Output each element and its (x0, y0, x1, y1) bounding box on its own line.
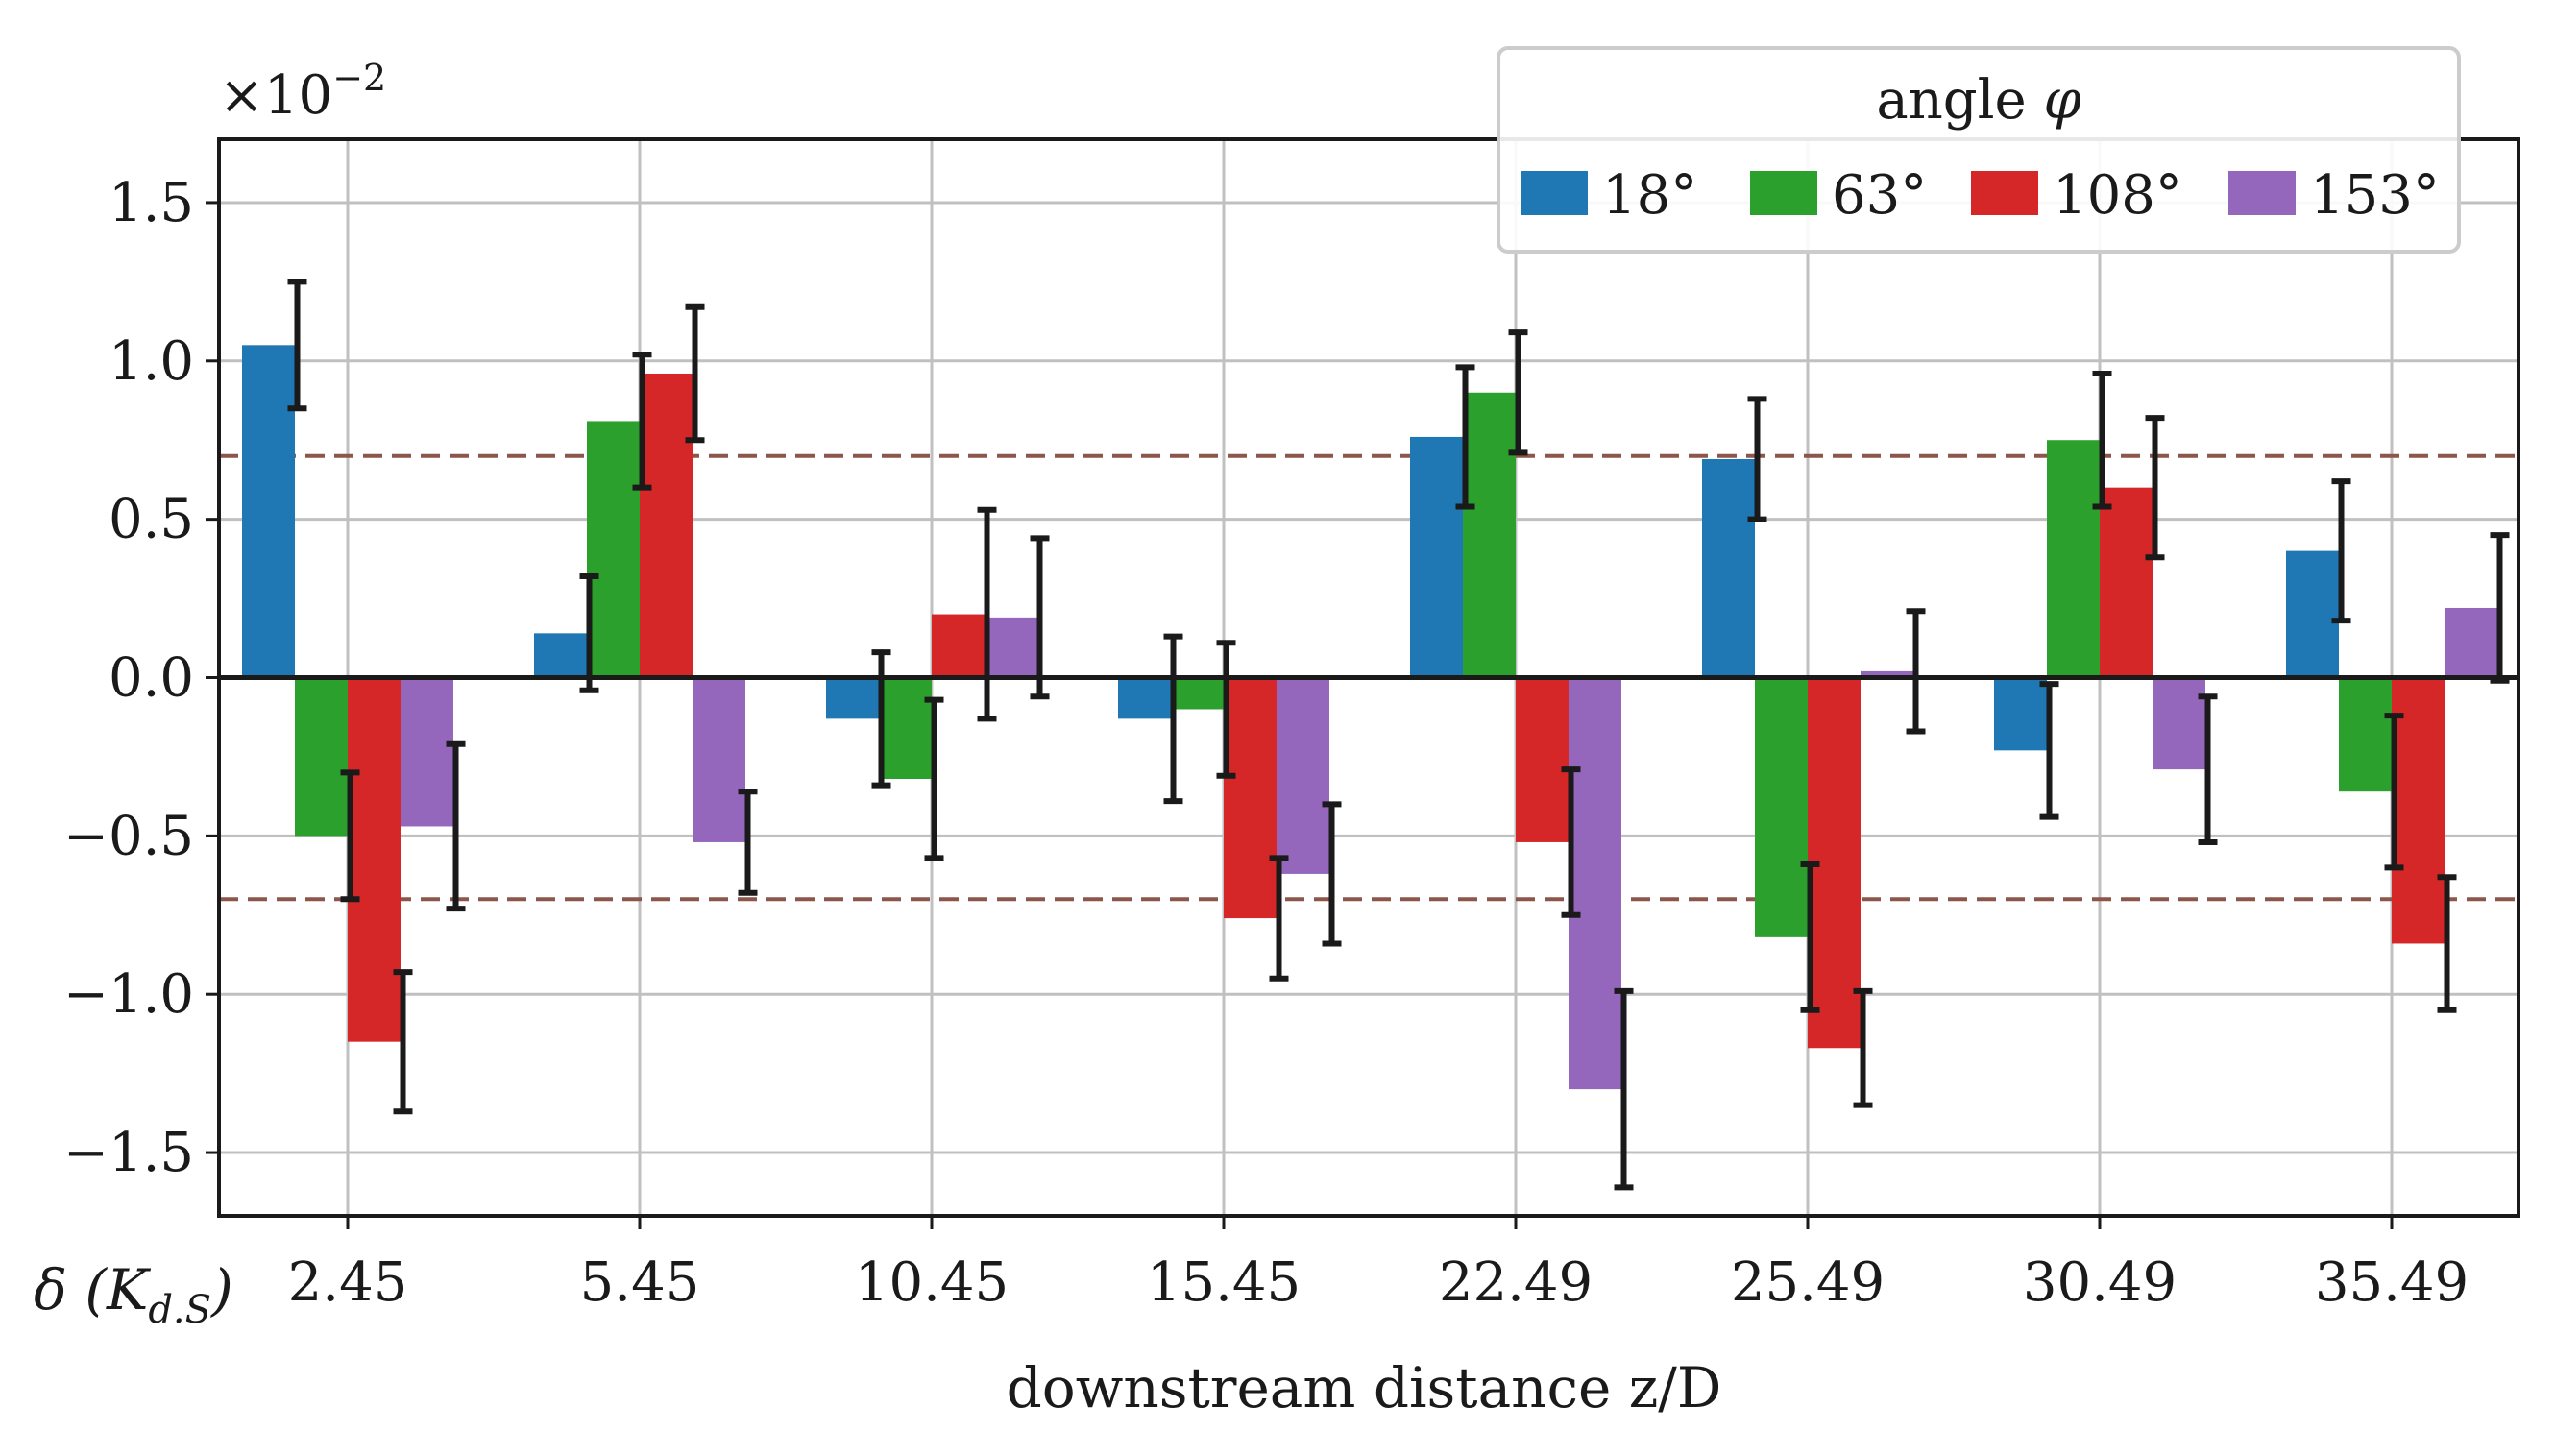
y-tick-label: 1.0 (109, 330, 194, 393)
legend-box (1496, 46, 2461, 254)
legend-label: 153° (2310, 164, 2440, 227)
x-tick-label: 5.45 (580, 1251, 700, 1314)
bar (2286, 550, 2339, 678)
bar (640, 373, 693, 678)
legend-label: 108° (2053, 164, 2182, 227)
bar (985, 617, 1037, 678)
bar (1224, 677, 1277, 919)
x-tick-label: 25.49 (1731, 1251, 1885, 1314)
bar (1702, 459, 1755, 678)
bar (1516, 677, 1569, 842)
legend-swatch (1521, 171, 1588, 215)
bar (2339, 677, 2392, 792)
bar (2100, 487, 2153, 678)
bar (1569, 677, 1621, 1090)
legend: angle φ 18° 63° 108° 153° (1496, 46, 2461, 254)
bar (534, 633, 587, 678)
bar (1118, 677, 1171, 719)
x-tick-label: 22.49 (1439, 1251, 1593, 1314)
legend-label: 18° (1602, 164, 1697, 227)
ticks: −1.5 −1.0 −0.5 0.0 0.5 1.0 1.5 2.45 5.45 10.45 15.… (63, 172, 2469, 1314)
bar (348, 677, 401, 1042)
y-tick-label: −0.5 (63, 805, 194, 867)
x-tick-label: 35.49 (2315, 1251, 2469, 1314)
legend-label: 63° (1832, 164, 1927, 227)
y-axis-label: δ (Kd.S) (34, 1257, 233, 1332)
legend-items: 18° 63° 108° 153° (1521, 164, 2440, 227)
bar (1410, 436, 1463, 678)
bars (242, 345, 2497, 1090)
scale-factor: ×10−2 (219, 57, 386, 127)
y-tick-label: −1.0 (63, 963, 194, 1026)
y-tick-label: 0.0 (109, 647, 194, 710)
bar (932, 614, 985, 678)
bar (1994, 677, 2047, 751)
legend-swatch (1971, 171, 2038, 215)
x-tick-label: 2.45 (288, 1251, 408, 1314)
bar (242, 345, 295, 678)
bar (1861, 670, 1913, 678)
x-tick-label: 30.49 (2023, 1251, 2177, 1314)
bar (587, 421, 640, 678)
bar (2153, 677, 2205, 770)
x-tick-label: 15.45 (1147, 1251, 1301, 1314)
bar (295, 677, 348, 837)
bar (2445, 607, 2497, 678)
bar (826, 677, 879, 719)
bar (879, 677, 932, 780)
bar (401, 677, 453, 827)
x-axis-label: downstream distance z/D (1007, 1355, 1722, 1420)
error-bars (287, 279, 2510, 1191)
bar (1277, 677, 1329, 874)
legend-title: angle φ (1876, 69, 2080, 132)
bar (1463, 392, 1516, 678)
bar (2392, 677, 2445, 944)
x-tick-label: 10.45 (855, 1251, 1009, 1314)
bar (693, 677, 745, 842)
y-tick-label: 0.5 (109, 489, 194, 551)
bar (1755, 677, 1808, 937)
legend-swatch (2228, 171, 2296, 215)
bar (1171, 677, 1224, 710)
y-tick-label: 1.5 (109, 172, 194, 234)
bar (2047, 440, 2100, 678)
legend-swatch (1750, 171, 1817, 215)
y-tick-label: −1.5 (63, 1122, 194, 1184)
